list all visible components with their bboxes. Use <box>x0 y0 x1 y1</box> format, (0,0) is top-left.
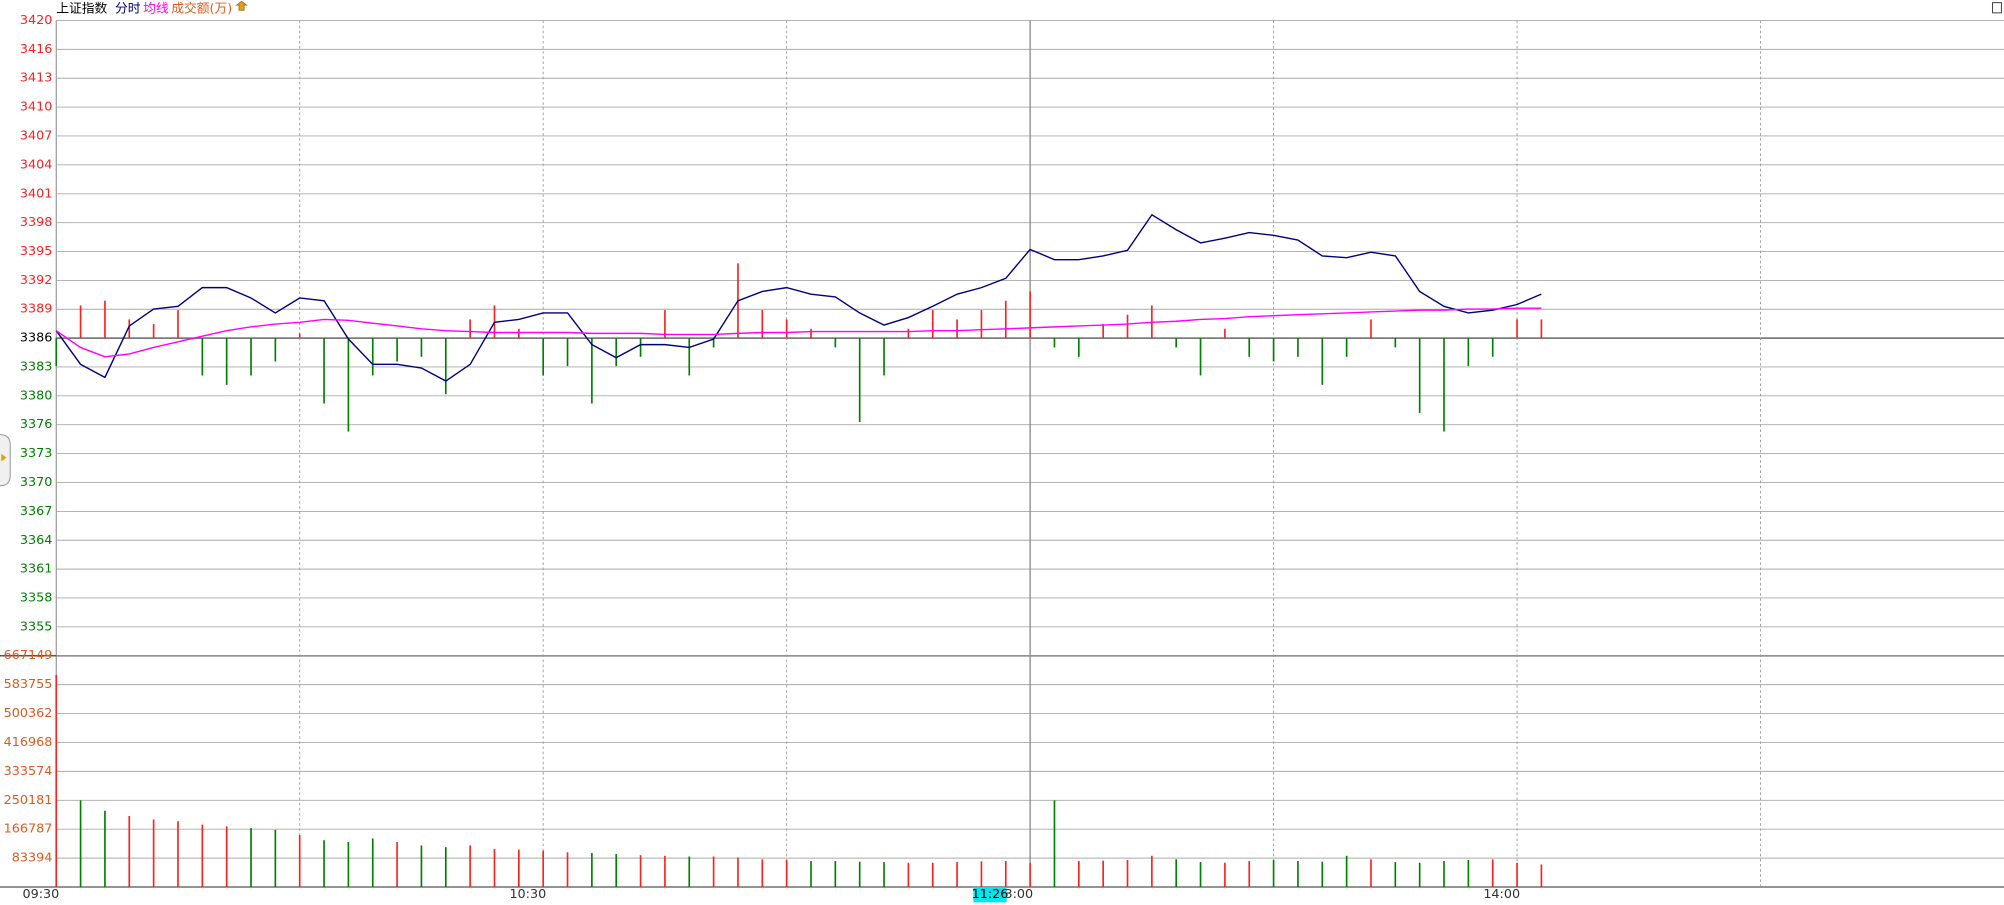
y-tick-label: 3367 <box>20 504 52 519</box>
volume-tick-label: 583755 <box>4 677 53 692</box>
volume-tick-label: 166787 <box>4 822 53 837</box>
y-tick-label: 3407 <box>20 128 52 143</box>
y-tick-label: 3361 <box>20 562 52 577</box>
average-line <box>55 307 1542 358</box>
legend-price[interactable]: 分时 <box>115 2 141 17</box>
header-icon[interactable] <box>235 0 248 11</box>
y-tick-label: 3358 <box>20 590 52 605</box>
x-tick-label: 09:30 <box>22 887 59 902</box>
y-tick-label: 3401 <box>20 186 52 201</box>
x-tick-label: 14:00 <box>1483 887 1520 902</box>
price-line <box>55 213 1542 382</box>
y-tick-label: 3389 <box>20 302 52 317</box>
volume-tick-label: 416968 <box>4 735 53 750</box>
y-tick-label: 3413 <box>20 71 52 86</box>
legend-volume[interactable]: 成交额(万) <box>171 1 232 17</box>
y-tick-label: 3364 <box>20 533 52 548</box>
y-tick-label: 3386 <box>20 331 52 346</box>
volume-tick-label: 500362 <box>4 706 53 721</box>
volume-tick-label: 667149 <box>4 648 53 663</box>
y-tick-label: 3416 <box>20 42 52 57</box>
y-tick-label: 3395 <box>20 244 52 259</box>
volume-tick-label: 83394 <box>12 851 53 866</box>
y-tick-label: 3383 <box>20 359 52 374</box>
y-tick-label: 3370 <box>20 475 52 490</box>
y-tick-label: 3355 <box>20 619 52 634</box>
window-button[interactable] <box>1991 2 2002 14</box>
legend-average[interactable]: 均线 <box>143 2 169 17</box>
y-tick-label: 3404 <box>20 157 52 172</box>
y-tick-label: 3380 <box>20 388 52 403</box>
y-tick-label: 3420 <box>20 13 52 28</box>
volume-tick-label: 250181 <box>4 793 53 808</box>
x-tick-label: 10:30 <box>509 887 546 902</box>
y-tick-label: 3410 <box>20 100 52 115</box>
y-tick-label: 3398 <box>20 215 52 230</box>
side-tab[interactable] <box>0 434 11 487</box>
chart-title: 上证指数 <box>56 2 107 17</box>
y-tick-label: 3392 <box>20 273 52 288</box>
y-tick-label: 3373 <box>20 446 52 461</box>
volume-tick-label: 333574 <box>4 764 53 779</box>
cursor-label-box <box>973 887 1007 903</box>
side-tab-arrow <box>1 453 7 462</box>
cursor-label: 11:26 <box>972 887 1009 902</box>
y-tick-label: 3376 <box>20 417 52 432</box>
